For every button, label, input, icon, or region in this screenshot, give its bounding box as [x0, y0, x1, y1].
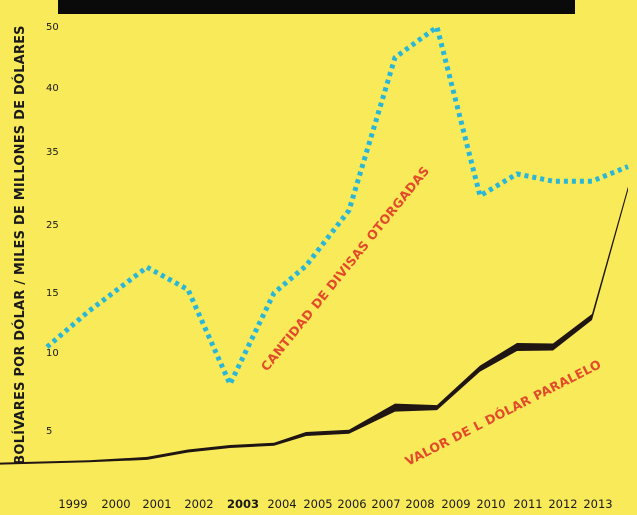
x-tick-label: 2007 [371, 497, 400, 511]
y-tick-label: 50 [46, 22, 59, 33]
y-ticks: 5 10 15 25 35 40 50 [46, 22, 59, 437]
x-tick-label: 2001 [142, 497, 171, 511]
divisas-series-label: CANTIDAD DE DIVISAS OTORGADAS [258, 163, 433, 374]
y-axis-label: BOLÍVARES POR DÓLAR / MILES DE MILLONES … [12, 25, 28, 464]
y-tick-label: 35 [46, 147, 59, 158]
x-tick-label: 2009 [441, 497, 470, 511]
x-tick-label: 2011 [513, 497, 542, 511]
top-bar [58, 0, 575, 14]
x-tick-label: 2003 [227, 497, 259, 511]
dolar-paralelo-series-label: VALOR DE L DÓLAR PARALELO [403, 356, 604, 468]
x-tick-label: 2008 [405, 497, 434, 511]
x-tick-label: 2006 [337, 497, 366, 511]
y-tick-label: 15 [46, 288, 59, 299]
x-tick-label: 2010 [476, 497, 505, 511]
y-tick-label: 40 [46, 83, 59, 94]
y-tick-label: 5 [46, 426, 52, 437]
x-tick-label: 2013 [583, 497, 612, 511]
x-tick-label: 2004 [267, 497, 296, 511]
dolar-paralelo-band [0, 186, 628, 465]
x-tick-label: 2005 [303, 497, 332, 511]
y-tick-label: 10 [46, 348, 59, 359]
y-tick-label: 25 [46, 220, 59, 231]
x-tick-label: 2000 [101, 497, 130, 511]
x-tick-label: 2002 [184, 497, 213, 511]
x-tick-label: 1999 [58, 497, 87, 511]
x-tick-label: 2012 [548, 497, 577, 511]
x-ticks: 1999 2000 2001 2002 2003 2004 2005 2006 2007 2008… [58, 497, 612, 511]
divisas-line [45, 24, 629, 387]
